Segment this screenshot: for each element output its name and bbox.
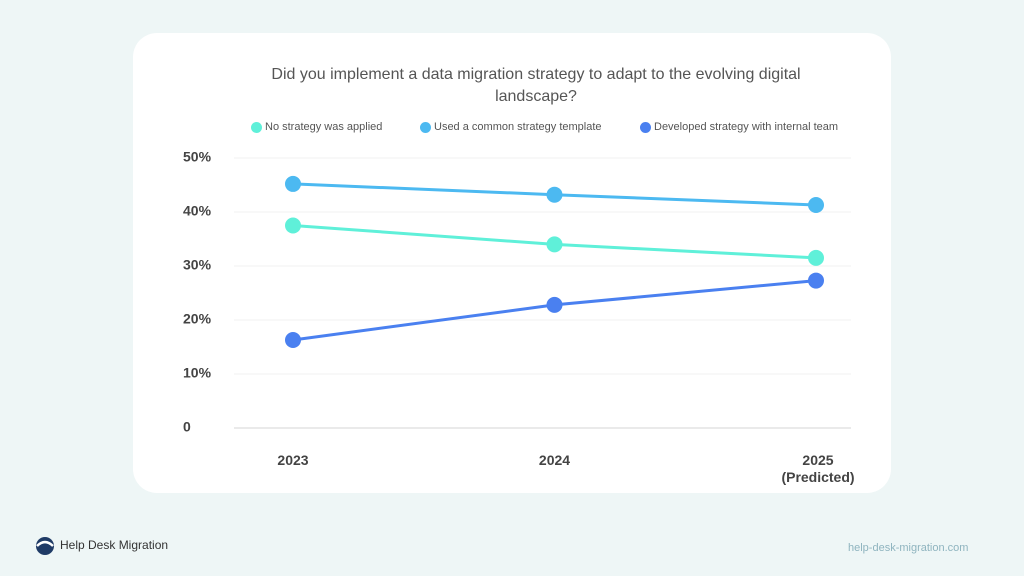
data-point: [808, 196, 824, 213]
site-url: help-desk-migration.com: [848, 542, 969, 554]
y-tick-label: 20%: [183, 311, 212, 327]
data-point: [546, 296, 563, 313]
y-tick-label: 50%: [183, 149, 212, 165]
y-tick-label: 40%: [183, 203, 212, 219]
data-point: [285, 217, 301, 234]
legend-item: No strategy was applied: [251, 121, 382, 133]
data-point: [285, 331, 301, 348]
data-point: [546, 186, 563, 203]
y-tick-label: 30%: [183, 257, 212, 273]
x-tick-label: 2024: [538, 452, 571, 468]
y-tick-label: 10%: [183, 365, 212, 381]
legend-label: No strategy was applied: [265, 121, 383, 133]
card: [133, 33, 891, 493]
legend-swatch: [640, 121, 651, 133]
chart-title: Did you implement a data migration strat…: [271, 66, 801, 105]
legend-item: Used a common strategy template: [420, 121, 602, 133]
logo: [36, 537, 54, 555]
legend-swatch: [420, 121, 431, 133]
legend-item: Developed strategy with internal team: [640, 121, 838, 133]
data-point: [808, 249, 824, 266]
data-point: [808, 272, 824, 289]
x-tick-label: 2025 (Predicted): [781, 452, 855, 485]
legend-label: Used a common strategy template: [434, 121, 602, 133]
legend-swatch: [251, 121, 262, 133]
legend-label: Developed strategy with internal team: [654, 121, 839, 133]
y-tick-label: 0: [183, 419, 191, 435]
data-point: [546, 236, 563, 253]
data-point: [285, 175, 301, 192]
brand-name: Help Desk Migration: [60, 538, 169, 552]
x-tick-label: 2023: [277, 452, 309, 468]
